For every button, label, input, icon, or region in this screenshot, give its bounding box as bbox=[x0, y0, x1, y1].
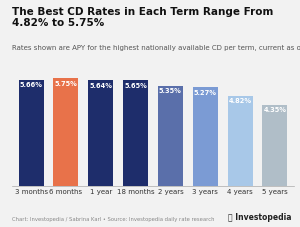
Text: ⓘ Investopedia: ⓘ Investopedia bbox=[227, 213, 291, 222]
Text: 4.35%: 4.35% bbox=[263, 107, 286, 113]
Text: 5.35%: 5.35% bbox=[159, 88, 182, 94]
Text: 5.75%: 5.75% bbox=[55, 81, 77, 87]
Bar bbox=[53, 78, 79, 186]
Text: Rates shown are APY for the highest nationally available CD per term, current as: Rates shown are APY for the highest nati… bbox=[12, 45, 300, 51]
Text: 4.82%: 4.82% bbox=[229, 98, 252, 104]
Bar bbox=[158, 86, 183, 186]
Bar bbox=[193, 87, 218, 186]
Text: 5.66%: 5.66% bbox=[20, 82, 43, 88]
Text: 5.65%: 5.65% bbox=[124, 83, 147, 89]
Bar bbox=[19, 80, 44, 186]
Text: 5.64%: 5.64% bbox=[89, 83, 112, 89]
Bar bbox=[262, 105, 287, 186]
Text: 5.27%: 5.27% bbox=[194, 90, 217, 96]
Bar bbox=[88, 80, 113, 186]
Bar bbox=[227, 96, 253, 186]
Bar bbox=[123, 80, 148, 186]
Text: The Best CD Rates in Each Term Range From 4.82% to 5.75%: The Best CD Rates in Each Term Range Fro… bbox=[12, 7, 273, 28]
Text: Chart: Investopedia / Sabrina Karl • Source: Investopedia daily rate research: Chart: Investopedia / Sabrina Karl • Sou… bbox=[12, 217, 214, 222]
